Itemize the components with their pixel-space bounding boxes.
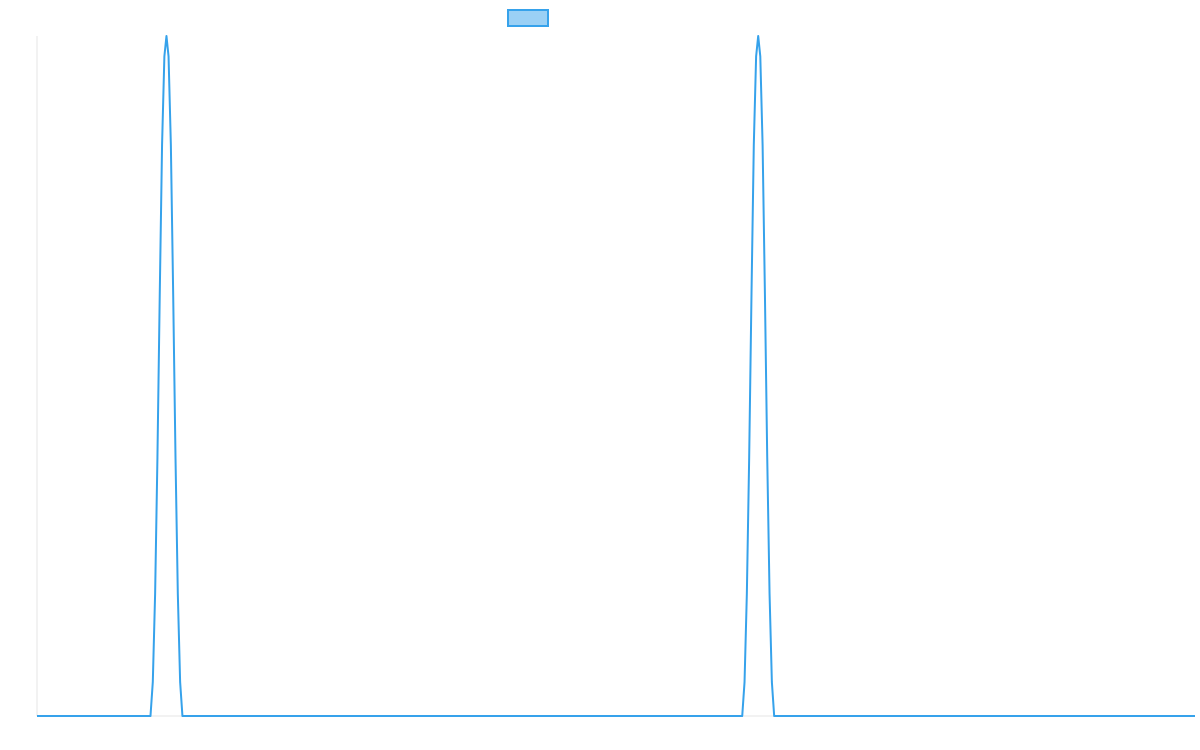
axes [36,36,1195,717]
series-layer [37,35,1195,717]
series-line-0 [37,35,1195,717]
legend[interactable] [507,9,549,27]
legend-swatch-0[interactable] [507,9,549,27]
